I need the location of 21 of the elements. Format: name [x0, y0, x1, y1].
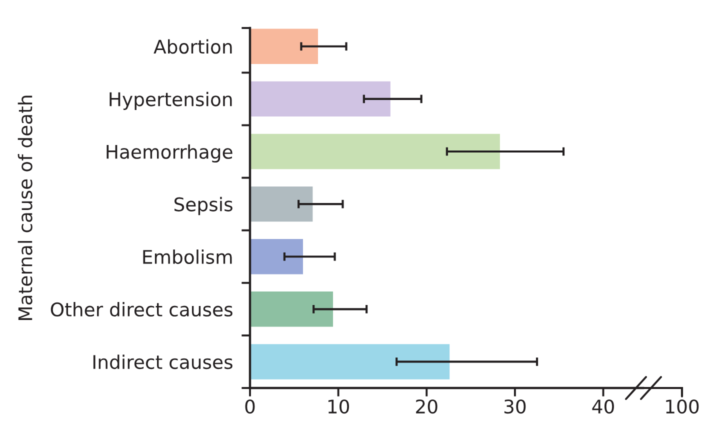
- y-tick-label: Other direct causes: [50, 302, 232, 317]
- x-tick-label: 0: [245, 399, 255, 414]
- y-tick-label: Abortion: [154, 39, 232, 54]
- bar: [250, 186, 313, 222]
- text: 100: [666, 399, 699, 414]
- bar: [250, 239, 303, 274]
- bar: [250, 292, 334, 327]
- x-tick-label: 20: [416, 399, 438, 414]
- x-tick-label: 30: [504, 399, 526, 414]
- y-tick-label: Embolism: [143, 249, 232, 264]
- y-tick-label: Sepsis: [174, 196, 232, 216]
- bar: [250, 134, 500, 170]
- bar: [250, 28, 318, 64]
- bar: [250, 81, 390, 117]
- x-tick-label: 10: [328, 399, 349, 414]
- y-axis-title: Maternal cause of death: [18, 96, 32, 320]
- y-tick-label: Haemorrhage: [106, 144, 232, 163]
- y-tick-label: Hypertension: [110, 92, 232, 110]
- x-tick-label: 40: [592, 399, 614, 414]
- bar: [250, 344, 450, 380]
- y-tick-label: Indirect causes: [93, 354, 232, 370]
